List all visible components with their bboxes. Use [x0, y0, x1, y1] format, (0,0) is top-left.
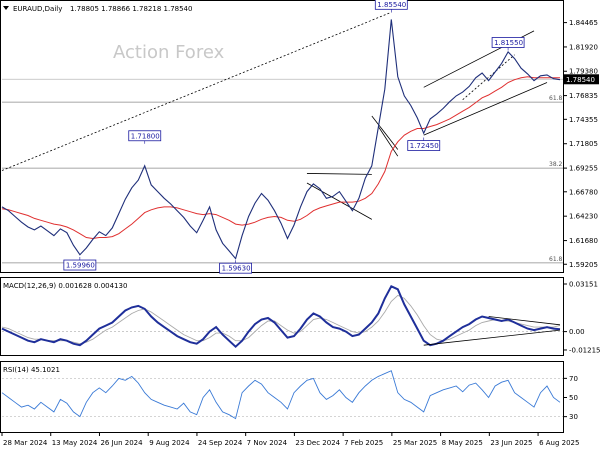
- rsi-tick-label: 70: [569, 375, 578, 383]
- price-tick-label: 1.64230: [569, 213, 598, 221]
- rsi-panel-frame: [0, 361, 564, 433]
- date-tick-label: 23 Jun 2025: [490, 439, 532, 447]
- macd-main-line: [1, 284, 561, 349]
- macd-panel-frame: [0, 277, 564, 356]
- macd-label: MACD(12,26,9) 0.001628 0.004130: [3, 282, 127, 290]
- channel-mid-dashed: [462, 54, 515, 101]
- price-tick-label: 1.61680: [569, 237, 598, 245]
- macd-tick-label: -0.012158: [569, 346, 600, 354]
- date-tick-label: 25 Mar 2025: [393, 439, 437, 447]
- flag-lower-line: [371, 115, 399, 150]
- current-price-tag: [564, 74, 599, 85]
- date-tick-label: 24 Sep 2024: [198, 439, 243, 447]
- triangle-down-icon[interactable]: [3, 6, 9, 10]
- price-tick-label: 1.59205: [569, 261, 598, 269]
- price-annotation-label: 1.72450: [410, 142, 439, 150]
- price-annotation-label: 1.85540: [377, 1, 406, 9]
- macd-lower-trendline: [423, 329, 561, 346]
- price-annotation-label: 1.59960: [66, 262, 95, 270]
- date-tick-label: 6 Aug 2025: [539, 439, 579, 447]
- fib-level-label: 61.8: [549, 256, 563, 263]
- rsi-line: [1, 370, 561, 420]
- date-tick-label: 23 Dec 2024: [295, 439, 340, 447]
- channel-lower-line: [423, 82, 548, 136]
- price-annotation-label: 1.71800: [131, 132, 160, 140]
- price-tick-label: 1.84465: [569, 19, 598, 27]
- current-price-label: 1.78540: [566, 76, 595, 84]
- price-tick-label: 1.74355: [569, 116, 598, 124]
- price-annotation-label: 1.59630: [222, 265, 251, 273]
- date-tick-label: 26 Jun 2024: [100, 439, 143, 447]
- fib-level-label: 61.8: [549, 95, 563, 102]
- triangle-upper-line: [306, 173, 372, 175]
- price-tick-label: 1.66780: [569, 188, 598, 196]
- price-tick-label: 1.76835: [569, 92, 598, 100]
- macd-tick-label: 0.03151: [569, 281, 598, 289]
- date-tick-label: 8 May 2025: [442, 439, 483, 447]
- date-tick-label: 7 Nov 2024: [247, 439, 288, 447]
- price-tick-label: 1.69255: [569, 165, 598, 173]
- rsi-label: RSI(14) 45.1021: [3, 366, 60, 374]
- price-annotation-label: 1.81550: [494, 39, 523, 47]
- long-trendline-dashed: [1, 11, 392, 171]
- macd-upper-trendline: [488, 316, 561, 326]
- date-tick-label: 13 May 2024: [52, 439, 98, 447]
- symbol-label: EURAUD,Daily: [13, 5, 62, 13]
- triangle-lower-line: [306, 182, 373, 220]
- ema-series-line: [1, 76, 560, 240]
- price-tick-label: 1.79380: [569, 68, 598, 76]
- price-series-line: [1, 19, 561, 260]
- price-tick-label: 1.71805: [569, 140, 598, 148]
- price-panel-frame: [0, 0, 564, 273]
- date-tick-label: 7 Feb 2025: [344, 439, 383, 447]
- date-tick-label: 28 Mar 2024: [3, 439, 48, 447]
- watermark: Action Forex: [113, 42, 225, 63]
- rsi-tick-label: 50: [569, 394, 578, 402]
- date-tick-label: 9 Aug 2024: [149, 439, 190, 447]
- fib-level-label: 38.2: [549, 161, 563, 168]
- macd-tick-label: 0.00: [569, 328, 585, 336]
- ohlc-readout: 1.78805 1.78866 1.78218 1.78540: [70, 5, 192, 13]
- rsi-tick-label: 30: [569, 413, 578, 421]
- macd-signal-line: [1, 294, 561, 345]
- flag-upper-line: [377, 126, 399, 157]
- price-tick-label: 1.81920: [569, 43, 598, 51]
